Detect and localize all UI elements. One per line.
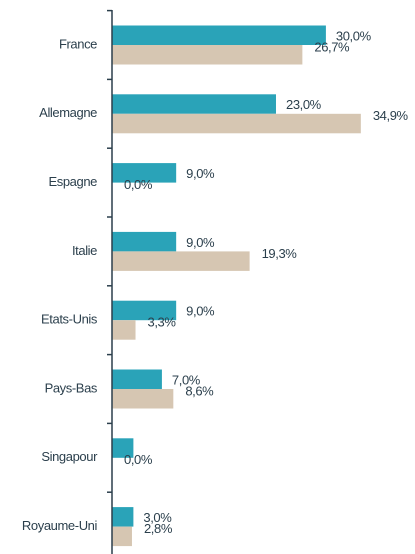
value-label: 3,3% [148,315,177,330]
bar [112,113,361,134]
value-label: 0,0% [124,452,153,467]
bar [112,507,134,527]
bar [112,163,177,183]
category-label: France [59,36,97,51]
value-label: 26,7% [314,39,350,54]
bar [112,389,174,409]
value-label: 9,0% [186,304,215,319]
value-label: 3,0% [143,510,172,525]
bar [112,526,132,547]
bar [112,25,326,45]
bar [112,300,177,321]
bar [112,320,136,340]
value-label: 2,8% [144,521,173,536]
category-label: Pays-Bas [45,380,98,395]
value-label: 23,0% [286,97,322,112]
value-label: 9,0% [186,235,215,250]
category-label: Etats-Unis [41,312,98,327]
value-label: 30,0% [336,28,372,43]
bar [112,94,276,114]
bar [112,231,177,252]
value-label: 0,0% [124,177,153,192]
category-label: Royaume-Uni [22,518,98,533]
category-label: Allemagne [39,105,97,120]
bar [112,438,134,458]
value-label: 9,0% [186,166,215,181]
category-label: Singapour [41,449,98,464]
value-label: 34,9% [373,108,409,123]
value-label: 7,0% [172,372,201,387]
category-label: Espagne [48,174,97,189]
value-label: 8,6% [185,383,214,398]
category-label: Italie [72,243,97,258]
bar [112,251,250,271]
bar [112,369,162,389]
value-label: 19,3% [262,246,298,261]
bar [112,45,303,65]
